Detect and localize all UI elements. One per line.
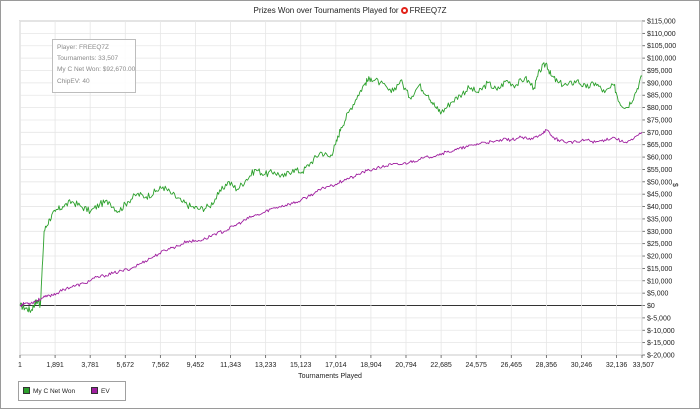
- x-tick-label: 1,891: [46, 362, 64, 369]
- y-tick-label: $-20,000: [647, 353, 675, 360]
- x-tick-label: 13,233: [255, 362, 277, 369]
- y-tick-label: $35,000: [647, 216, 672, 223]
- x-tick-label: 15,123: [290, 362, 312, 369]
- title-player: FREEQ7Z: [409, 6, 447, 15]
- y-tick-label: $55,000: [647, 167, 672, 174]
- info-net-won: My C Net Won: $92,670.00: [57, 66, 136, 74]
- y-tick-label: $115,000: [647, 19, 676, 26]
- y-tick-label: $65,000: [647, 142, 672, 149]
- y-tick-label: $40,000: [647, 204, 672, 211]
- y-tick-label: $-15,000: [647, 340, 675, 347]
- x-tick-label: 33,507: [633, 362, 655, 369]
- y-tick-label: $-10,000: [647, 328, 675, 335]
- x-tick-label: 11,343: [220, 362, 241, 369]
- x-tick-label: 7,562: [152, 362, 170, 369]
- x-tick-label: 5,672: [117, 362, 135, 369]
- y-tick-label: $85,000: [647, 93, 672, 100]
- title-text: Prizes Won over Tournaments Played for: [253, 6, 399, 15]
- x-tick-label: 9,452: [187, 362, 205, 369]
- series-line-net-won: [19, 62, 643, 313]
- y-axis-label: $: [671, 183, 678, 187]
- y-tick-label: $75,000: [647, 117, 672, 124]
- y-tick-label: $70,000: [647, 130, 672, 137]
- y-tick-label: $60,000: [647, 155, 672, 162]
- info-tournaments: Tournaments: 33,507: [57, 55, 119, 63]
- y-tick-label: $30,000: [647, 229, 672, 236]
- x-tick-label: 26,465: [501, 362, 523, 369]
- y-tick-label: $110,000: [647, 31, 676, 38]
- y-tick-label: $90,000: [647, 80, 672, 87]
- legend-item-ev[interactable]: EV: [91, 387, 110, 395]
- y-tick-label: $-5,000: [647, 315, 671, 322]
- info-chipev: ChipEV: 40: [57, 77, 90, 85]
- x-tick-label: 17,014: [325, 362, 347, 369]
- x-tick-label: 28,356: [536, 362, 558, 369]
- y-tick-label: $5,000: [647, 291, 669, 298]
- y-tick-label: $105,000: [647, 43, 676, 50]
- y-tick-label: $95,000: [647, 68, 672, 75]
- y-tick-label: $25,000: [647, 241, 672, 248]
- info-player: Player: FREEQ7Z: [57, 44, 110, 51]
- y-tick-label: $45,000: [647, 192, 672, 199]
- y-tick-label: $50,000: [647, 179, 672, 186]
- x-tick-label: 3,781: [81, 362, 99, 369]
- x-tick-label: 32,136: [606, 362, 628, 369]
- x-tick-label: 18,904: [360, 362, 382, 369]
- info-box: Player: FREEQ7Z Tournaments: 33,507 My C…: [52, 39, 136, 93]
- x-tick-label: 24,575: [465, 362, 487, 369]
- legend-swatch-net-won: [23, 387, 30, 394]
- legend-label-ev: EV: [101, 388, 110, 395]
- legend-label-net-won: My C Net Won: [33, 388, 76, 395]
- chart-title: Prizes Won over Tournaments Played for FR…: [0, 6, 700, 15]
- y-tick-label: $15,000: [647, 266, 672, 273]
- x-tick-label: 30,246: [571, 362, 593, 369]
- series-line-ev: [19, 129, 643, 307]
- y-tick-label: $10,000: [647, 278, 672, 285]
- y-tick-label: $20,000: [647, 254, 672, 261]
- x-tick-label: 22,685: [430, 362, 452, 369]
- x-axis-label: Tournaments Played: [298, 373, 362, 380]
- y-tick-label: $100,000: [647, 56, 676, 63]
- pokertracker-logo-icon: [400, 7, 408, 14]
- x-tick-label: 1: [18, 362, 22, 369]
- legend-item-net-won[interactable]: My C Net Won: [23, 387, 75, 395]
- y-tick-label: $80,000: [647, 105, 672, 112]
- legend-swatch-ev: [91, 387, 98, 394]
- legend: My C Net Won EV: [18, 381, 126, 401]
- y-tick-label: $0: [647, 303, 655, 310]
- x-tick-label: 20,794: [395, 362, 417, 369]
